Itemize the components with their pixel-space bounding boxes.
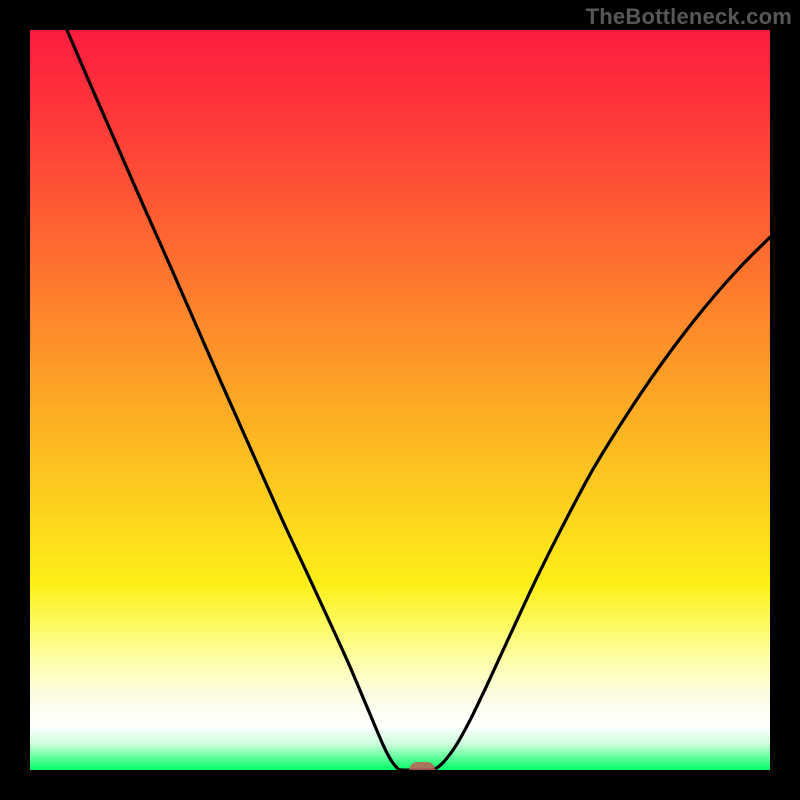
watermark-text: TheBottleneck.com <box>586 4 792 30</box>
plot-background <box>30 30 770 770</box>
chart-stage: TheBottleneck.com <box>0 0 800 800</box>
chart-svg <box>0 0 800 800</box>
